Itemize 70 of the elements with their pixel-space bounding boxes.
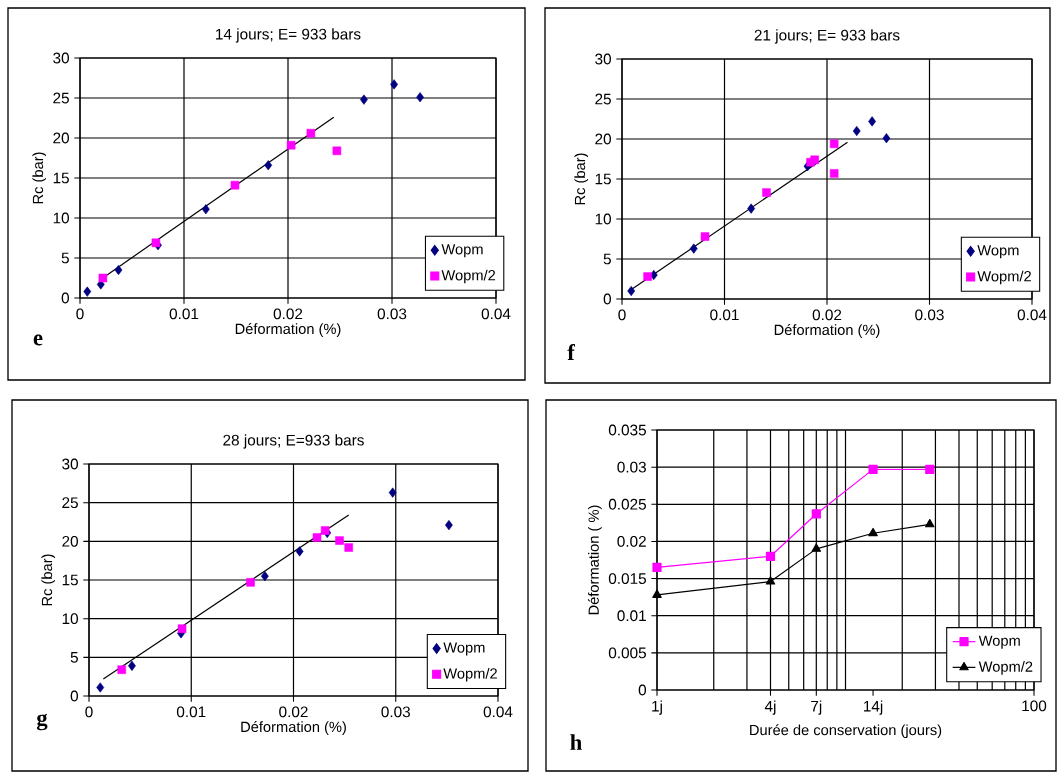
y-tick-label: 10 — [595, 213, 611, 225]
x-axis-title: Durée de conservation (jours) — [750, 724, 942, 739]
y-tick-label: 25 — [53, 92, 69, 104]
y-tick-label: 0.03 — [617, 461, 646, 473]
y-tick-label: 5 — [61, 252, 69, 264]
y-tick-label: 10 — [62, 613, 78, 625]
text: e — [33, 334, 43, 346]
legend-label: Wopm/2 — [443, 667, 497, 682]
y-tick-label: 0.005 — [608, 647, 646, 659]
y-tick-label: 0.025 — [608, 498, 646, 510]
y-tick-label: 30 — [595, 53, 611, 65]
x-tick-label: 0.01 — [176, 706, 206, 718]
text: f — [567, 344, 576, 360]
legend-label: Wopm/2 — [977, 270, 1031, 285]
y-tick-label: 0.02 — [617, 536, 646, 547]
x-tick-label: 0.02 — [812, 309, 842, 321]
y-tick-label: 0.015 — [608, 573, 646, 585]
x-axis-title: Déformation (%) — [235, 323, 341, 337]
y-tick-label: 25 — [62, 497, 78, 509]
x-tick-label: 0.04 — [481, 308, 511, 320]
x-axis-title: Déformation (%) — [241, 721, 346, 735]
x-axis-title: Déformation (%) — [774, 324, 880, 338]
x-tick-label: 0.02 — [279, 706, 308, 718]
x-tick-label: 4j — [764, 700, 776, 715]
x-tick-label: 7j — [811, 700, 822, 715]
legend-label: Wopm — [978, 635, 1020, 649]
y-tick-label: 5 — [603, 253, 611, 265]
x-tick-label: 0.01 — [710, 309, 739, 321]
y-tick-label: 0.01 — [617, 610, 646, 622]
x-tick-label: 14j — [863, 700, 883, 715]
y-axis-title: Rc (bar) — [41, 554, 56, 606]
y-tick-label: 30 — [62, 458, 78, 470]
x-tick-label: 0 — [85, 706, 93, 718]
chart-title: 28 jours; E=933 bars — [223, 434, 364, 449]
x-tick-label: 0.01 — [169, 308, 199, 320]
y-tick-label: 0.035 — [608, 424, 646, 436]
x-tick-label: 0.04 — [483, 706, 513, 718]
y-tick-label: 15 — [53, 172, 69, 184]
y-tick-label: 20 — [595, 133, 611, 145]
x-tick-label: 1j — [652, 700, 662, 715]
legend-label: Wopm/2 — [441, 269, 496, 284]
legend-label: Wopm — [441, 244, 483, 258]
y-tick-label: 0 — [61, 292, 69, 304]
text: g — [36, 713, 48, 731]
legend-label: Wopm — [443, 642, 485, 656]
legend-label: Wopm/2 — [978, 661, 1033, 675]
y-tick-label: 30 — [53, 52, 69, 64]
y-tick-label: 15 — [595, 173, 611, 185]
y-tick-label: 20 — [62, 535, 78, 547]
y-tick-label: 0 — [638, 684, 647, 696]
y-tick-label: 15 — [62, 574, 78, 586]
x-tick-label: 0.03 — [377, 308, 407, 320]
y-tick-label: 10 — [53, 212, 69, 224]
y-tick-label: 0 — [70, 690, 78, 702]
x-tick-label: 0.03 — [915, 309, 944, 321]
y-axis-title: Déformation ( %) — [587, 505, 602, 615]
x-tick-label: 100 — [1022, 700, 1047, 712]
chart-title: 14 jours; E= 933 bars — [216, 28, 361, 43]
x-tick-label: 0.04 — [1017, 309, 1047, 321]
y-tick-label: 20 — [53, 132, 69, 144]
x-tick-label: 0.03 — [381, 706, 410, 718]
legend-label: Wopm — [977, 245, 1019, 259]
y-axis-title: Rc (bar) — [32, 152, 47, 204]
y-tick-label: 0 — [603, 293, 611, 305]
text: h — [570, 734, 582, 750]
y-tick-label: 5 — [70, 652, 78, 663]
x-tick-label: 0.02 — [273, 308, 303, 320]
y-axis-title: Rc (bar) — [574, 153, 589, 205]
y-tick-label: 25 — [595, 93, 611, 105]
chart-title: 21 jours; E= 933 bars — [754, 29, 900, 44]
